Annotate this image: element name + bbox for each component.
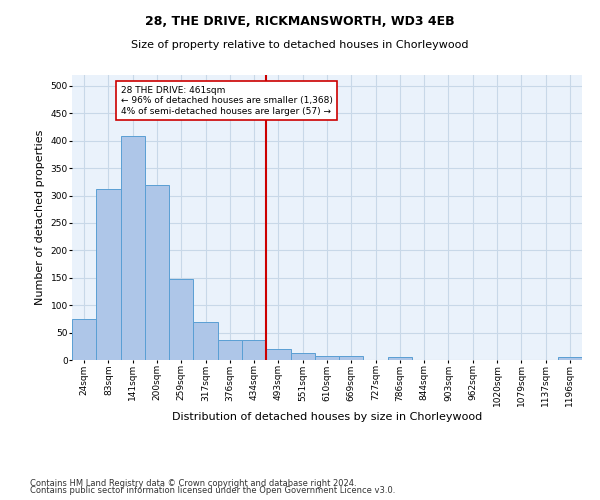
Bar — [388, 358, 412, 360]
Bar — [290, 354, 315, 360]
Bar — [266, 349, 290, 360]
Bar — [218, 340, 242, 360]
Bar — [121, 136, 145, 360]
Bar — [96, 189, 121, 360]
Bar — [558, 358, 582, 360]
Bar — [169, 279, 193, 360]
Bar — [315, 356, 339, 360]
Bar — [242, 340, 266, 360]
Bar — [72, 319, 96, 360]
Bar — [339, 356, 364, 360]
Text: Size of property relative to detached houses in Chorleywood: Size of property relative to detached ho… — [131, 40, 469, 50]
Text: 28 THE DRIVE: 461sqm
← 96% of detached houses are smaller (1,368)
4% of semi-det: 28 THE DRIVE: 461sqm ← 96% of detached h… — [121, 86, 332, 116]
Text: Contains HM Land Registry data © Crown copyright and database right 2024.: Contains HM Land Registry data © Crown c… — [30, 478, 356, 488]
Text: 28, THE DRIVE, RICKMANSWORTH, WD3 4EB: 28, THE DRIVE, RICKMANSWORTH, WD3 4EB — [145, 15, 455, 28]
Text: Contains public sector information licensed under the Open Government Licence v3: Contains public sector information licen… — [30, 486, 395, 495]
Bar — [145, 184, 169, 360]
X-axis label: Distribution of detached houses by size in Chorleywood: Distribution of detached houses by size … — [172, 412, 482, 422]
Bar — [193, 322, 218, 360]
Y-axis label: Number of detached properties: Number of detached properties — [35, 130, 45, 305]
